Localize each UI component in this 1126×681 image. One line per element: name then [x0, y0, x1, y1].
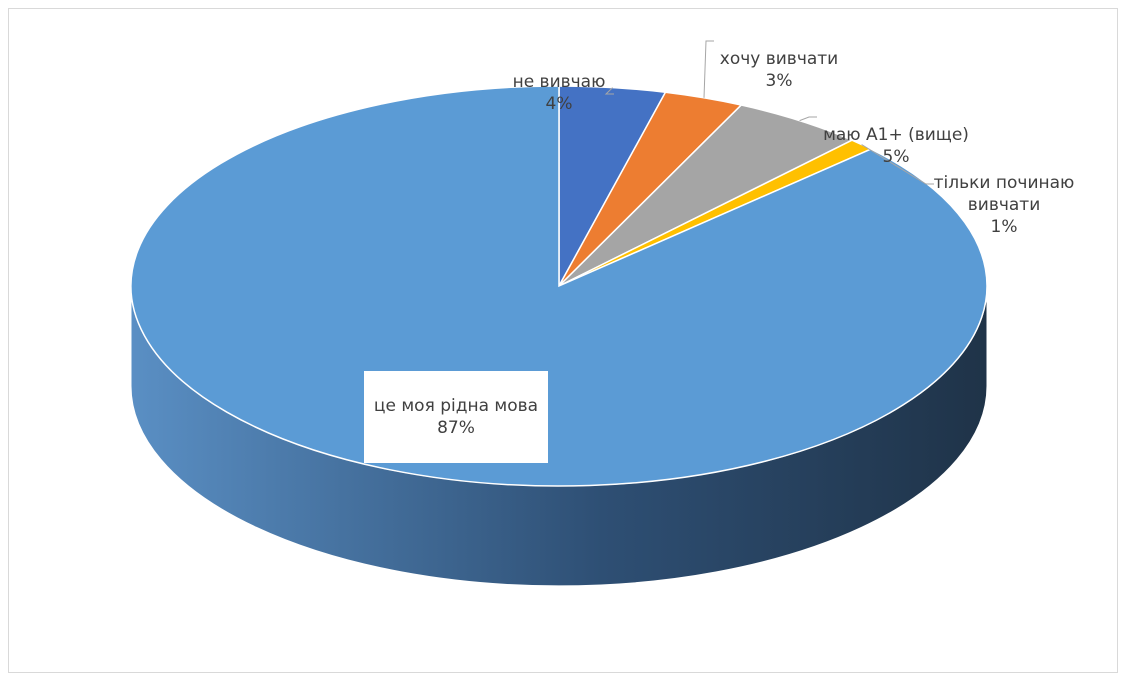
- slice-percent: 4%: [545, 94, 573, 114]
- slice-label-khochu-vyvchaty: хочу вивчати 3%: [704, 26, 854, 114]
- leader-line-3: [799, 116, 817, 122]
- slice-label-tilky-pochynaiu: тільки починаю вивчати 1%: [929, 150, 1079, 260]
- slice-name: тільки починаю вивчати: [933, 173, 1075, 215]
- leader-line-2: [703, 40, 714, 98]
- leader-line-4: [861, 144, 934, 185]
- slice-percent: 87%: [437, 418, 475, 438]
- pie-chart: [130, 40, 988, 587]
- slice-name: маю А1+ (вище): [823, 125, 969, 145]
- chart-frame: не вивчаю 4% хочу вивчати 3% маю А1+ (ви…: [8, 8, 1118, 673]
- slice-name: це моя рідна мова: [373, 396, 539, 416]
- slice-percent: 1%: [990, 217, 1018, 237]
- slice-percent: 5%: [882, 147, 910, 167]
- slice-name: не вивчаю: [512, 72, 606, 92]
- slice-name: хочу вивчати: [719, 49, 839, 69]
- slice-label-maiu-a1: маю А1+ (вище) 5%: [811, 102, 981, 190]
- slice-label-ridna-mova: це моя рідна мова 87%: [364, 371, 548, 463]
- leader-line-1: [604, 87, 614, 95]
- pie-slice-5: [130, 85, 988, 487]
- slice-label-ne-vyvchaiu: не вивчаю 4%: [504, 49, 614, 137]
- slice-percent: 3%: [765, 71, 793, 91]
